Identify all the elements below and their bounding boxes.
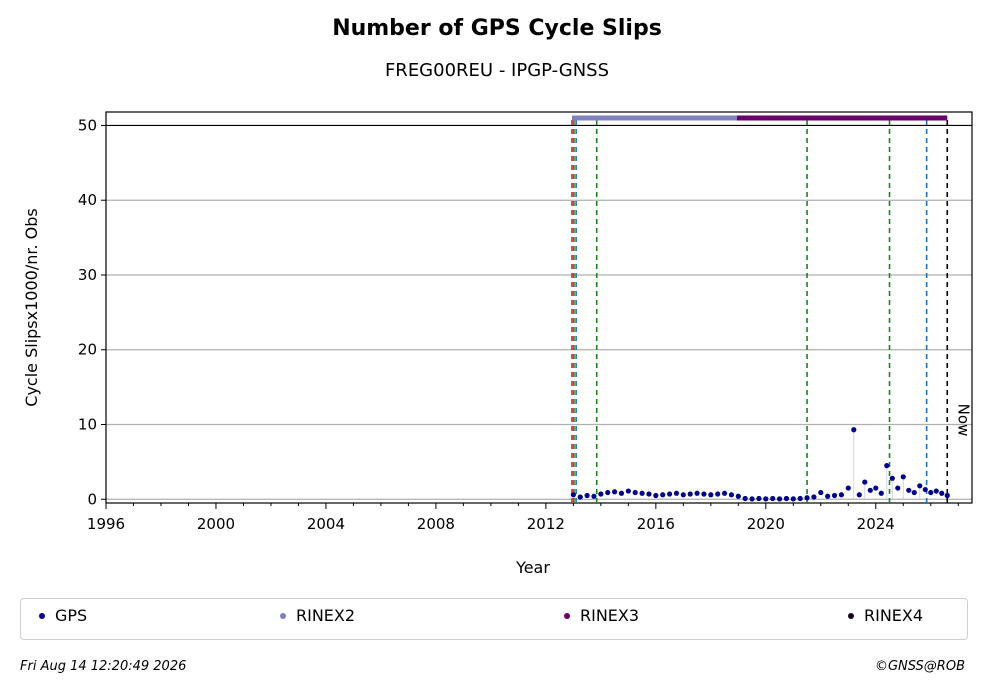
x-tick-label: 1996 xyxy=(87,515,125,533)
gps-point xyxy=(742,495,748,502)
gps-point xyxy=(818,489,824,496)
gps-point xyxy=(939,490,945,496)
gps-point xyxy=(878,490,884,496)
gps-point xyxy=(708,492,714,498)
gps-point xyxy=(673,490,680,496)
y-tick-label: 30 xyxy=(78,266,97,284)
legend-item-rinex4: RINEX4 xyxy=(848,606,923,625)
gps-point xyxy=(584,492,590,499)
x-tick-label: 2008 xyxy=(417,515,455,533)
gps-point xyxy=(838,492,845,498)
legend-marker-gps xyxy=(39,612,45,619)
gps-point xyxy=(598,491,604,497)
y-tick-label: 10 xyxy=(78,416,97,434)
gps-point xyxy=(763,496,769,502)
legend-item-gps: GPS xyxy=(39,606,87,625)
gps-point xyxy=(687,491,693,497)
legend-label-rinex3: RINEX3 xyxy=(580,606,640,625)
gps-point xyxy=(889,475,895,481)
gps-point xyxy=(632,489,638,496)
gps-point xyxy=(783,495,790,502)
legend-marker-rinex2 xyxy=(280,612,286,619)
gps-point xyxy=(639,490,645,496)
x-tick-label: 2016 xyxy=(637,515,675,533)
gps-point xyxy=(728,492,735,498)
gps-point xyxy=(851,427,857,433)
now-label: Now xyxy=(954,404,972,437)
gps-point xyxy=(715,491,721,497)
chart-title: Number of GPS Cycle Slips xyxy=(332,16,662,41)
chart-plot: 0 10 20 30 40 50 1996 2000 2004 2008 2012 2016 2020 2… xyxy=(22,111,973,577)
gps-point xyxy=(884,463,890,469)
gps-point xyxy=(845,485,851,491)
gps-point xyxy=(660,492,666,498)
x-tick-label: 2024 xyxy=(857,515,895,533)
y-tick-label: 50 xyxy=(78,116,97,134)
legend-marker-rinex3 xyxy=(564,612,570,619)
gps-point xyxy=(577,494,583,500)
gps-point xyxy=(749,496,755,502)
gps-point xyxy=(906,487,912,493)
gps-point xyxy=(825,493,831,499)
y-axis-label: Cycle Slipsx1000/nr. Obs xyxy=(22,208,41,406)
y-tick-label: 20 xyxy=(78,341,97,359)
footer-timestamp: Fri Aug 14 12:20:49 2026 xyxy=(20,659,187,674)
gps-point xyxy=(917,483,923,489)
legend-label-rinex2: RINEX2 xyxy=(296,606,356,625)
gps-point xyxy=(680,492,686,498)
legend-marker-rinex4 xyxy=(848,612,854,619)
gps-point xyxy=(867,487,873,493)
gps-point xyxy=(895,485,901,491)
x-tick-label: 2020 xyxy=(747,515,785,533)
gps-point xyxy=(625,488,631,494)
y-tick-label: 40 xyxy=(78,191,97,209)
legend: GPS RINEX2 RINEX3 RINEX4 xyxy=(20,598,968,640)
gps-point xyxy=(922,486,928,493)
footer-credit: ©GNSS@ROB xyxy=(874,659,965,674)
gps-point xyxy=(831,492,838,499)
gps-point xyxy=(701,491,707,497)
gps-point xyxy=(944,492,950,499)
gps-point xyxy=(591,493,597,499)
gps-point xyxy=(911,489,917,496)
gps-point xyxy=(928,489,934,496)
gps-point xyxy=(811,494,817,500)
gps-point xyxy=(776,496,783,502)
gps-point xyxy=(721,490,728,496)
legend-item-rinex3: RINEX3 xyxy=(564,606,639,625)
x-tick-label: 2012 xyxy=(527,515,565,533)
gps-point xyxy=(612,489,618,495)
gps-point xyxy=(873,485,879,491)
gps-point xyxy=(900,474,906,480)
plot-frame xyxy=(105,111,973,504)
x-tick-label: 2000 xyxy=(197,515,235,533)
chart-subtitle: FREG00REU - IPGP-GNSS xyxy=(384,60,610,81)
gps-point xyxy=(646,491,652,497)
gps-point xyxy=(790,496,796,502)
gps-point xyxy=(735,493,741,499)
gps-point xyxy=(770,495,776,502)
gps-point xyxy=(862,479,868,485)
gps-point xyxy=(856,492,862,498)
x-tick-label: 2004 xyxy=(307,515,345,533)
gps-point xyxy=(797,495,803,502)
gps-point xyxy=(804,495,810,501)
gps-point xyxy=(933,488,939,494)
legend-label-gps: GPS xyxy=(55,606,88,625)
gps-point xyxy=(570,492,576,498)
gps-point xyxy=(605,489,611,496)
y-tick-label: 0 xyxy=(87,490,97,508)
gps-point xyxy=(694,490,700,496)
gps-point xyxy=(756,495,762,502)
legend-label-rinex4: RINEX4 xyxy=(864,606,924,625)
gps-point xyxy=(618,490,625,496)
x-axis-label: Year xyxy=(515,558,550,577)
gps-point xyxy=(666,491,673,497)
gps-point xyxy=(653,492,659,499)
legend-item-rinex2: RINEX2 xyxy=(280,606,355,625)
